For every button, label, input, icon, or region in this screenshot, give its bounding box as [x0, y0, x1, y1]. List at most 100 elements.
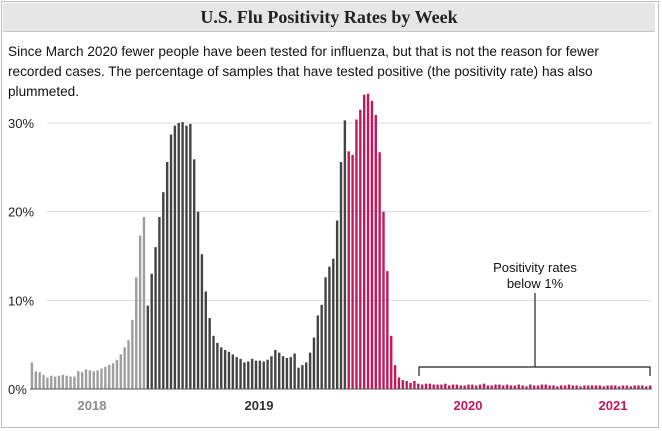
bar — [347, 151, 350, 389]
bar — [177, 123, 180, 389]
bar — [343, 120, 347, 389]
bar — [53, 376, 57, 389]
bar — [73, 376, 76, 389]
bar — [131, 319, 134, 389]
bar — [223, 349, 227, 389]
bar — [413, 381, 416, 389]
bar — [583, 385, 586, 389]
bar — [567, 384, 571, 389]
bar — [513, 385, 517, 389]
bar — [77, 371, 80, 389]
bar — [436, 384, 439, 389]
chart-title: U.S. Flu Positivity Rates by Week — [200, 6, 458, 27]
bar — [185, 125, 188, 389]
bar — [65, 375, 68, 389]
bar — [277, 352, 281, 389]
bar — [289, 357, 292, 389]
bar — [629, 386, 632, 389]
bar — [417, 383, 420, 389]
bar — [150, 273, 153, 389]
bar — [138, 235, 142, 389]
bar — [115, 359, 119, 389]
bar — [208, 318, 211, 389]
bar — [162, 192, 165, 389]
bar — [270, 356, 273, 389]
bar — [119, 354, 122, 389]
bar — [196, 211, 200, 389]
bar — [212, 335, 215, 389]
bar — [602, 386, 605, 389]
bar — [471, 384, 474, 389]
bar — [529, 384, 532, 389]
bar — [482, 383, 486, 389]
bar — [509, 385, 513, 389]
bar — [525, 386, 528, 389]
bar — [575, 385, 578, 389]
bar — [370, 100, 374, 389]
bar — [463, 385, 466, 389]
bar — [92, 371, 95, 389]
bar — [447, 385, 451, 389]
bar — [123, 347, 126, 389]
bar — [308, 352, 312, 389]
bar — [305, 362, 308, 389]
x-year-label: 2018 — [78, 398, 107, 413]
bar — [544, 384, 547, 389]
bar — [108, 365, 111, 389]
bar — [505, 384, 509, 389]
bar — [146, 305, 150, 389]
bar — [220, 347, 223, 389]
bar — [50, 375, 53, 389]
bar — [532, 385, 536, 389]
bar — [486, 385, 490, 389]
bar — [498, 384, 501, 389]
bar — [378, 152, 381, 389]
bar — [390, 335, 393, 389]
bar — [335, 220, 339, 389]
annotation-text-line-2: below 1% — [507, 276, 564, 291]
bar — [285, 357, 289, 389]
bar — [556, 386, 559, 389]
title-bar: U.S. Flu Positivity Rates by Week — [3, 3, 655, 32]
bar — [610, 385, 613, 389]
bar — [332, 258, 335, 389]
bar — [227, 351, 231, 389]
bar — [258, 360, 262, 389]
annotation-text-line-1: Positivity rates — [493, 260, 577, 275]
bar — [606, 385, 609, 389]
bar — [625, 385, 629, 389]
bar — [428, 383, 432, 389]
bar — [521, 385, 524, 389]
bar — [328, 266, 331, 389]
bar — [339, 162, 343, 389]
bar — [254, 360, 258, 389]
bar — [247, 361, 250, 389]
bar — [552, 385, 555, 389]
bar — [80, 372, 84, 389]
bar — [192, 159, 196, 389]
bar — [397, 377, 401, 389]
bar — [362, 94, 366, 389]
bar — [467, 384, 470, 389]
bar — [374, 115, 377, 390]
bar — [235, 357, 238, 389]
bar — [84, 369, 88, 389]
bar — [359, 109, 362, 389]
bar — [440, 384, 443, 389]
bar — [274, 349, 277, 389]
bar — [641, 385, 644, 389]
bar — [560, 385, 563, 389]
x-year-label: 2021 — [599, 398, 628, 413]
chart-subtitle: Since March 2020 fewer people have been … — [8, 44, 599, 99]
bar — [135, 277, 138, 389]
bar — [100, 368, 103, 389]
bar — [475, 385, 478, 389]
bar — [540, 384, 544, 389]
bar — [42, 374, 45, 389]
y-tick-label: 30% — [8, 116, 34, 131]
bar — [142, 216, 146, 389]
bar — [645, 386, 648, 389]
bar — [127, 340, 130, 389]
bar — [451, 384, 455, 389]
